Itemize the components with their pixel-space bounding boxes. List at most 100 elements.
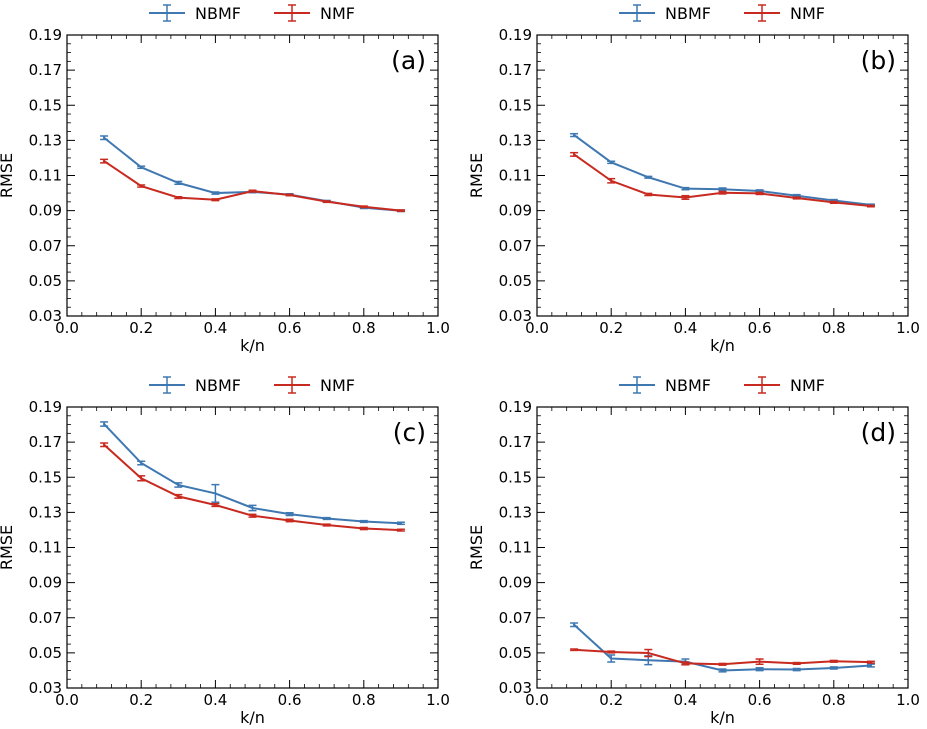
x-tick-label: 0.8 <box>352 691 376 709</box>
error-bar <box>137 165 146 170</box>
legend-label: NBMF <box>665 4 711 23</box>
error-bar <box>211 191 220 195</box>
data-point <box>177 495 180 498</box>
y-axis-label: RMSE <box>467 153 486 198</box>
error-bar <box>211 483 220 503</box>
y-tick-label: 0.15 <box>499 96 532 114</box>
data-point <box>177 483 180 487</box>
error-bar <box>322 523 331 527</box>
data-point <box>362 205 365 208</box>
data-point <box>795 196 798 200</box>
x-tick-label: 0.8 <box>822 319 846 337</box>
y-tick-label: 0.15 <box>29 96 62 114</box>
x-tick-label: 0.4 <box>203 319 227 337</box>
legend-item-nbmf: NBMF <box>619 376 711 395</box>
data-point <box>572 623 576 626</box>
error-bar <box>248 504 257 512</box>
data-point <box>288 519 291 522</box>
data-point <box>832 201 835 204</box>
y-tick-label: 0.11 <box>29 539 62 557</box>
data-point <box>721 669 724 672</box>
y-axis-label: RMSE <box>0 525 16 570</box>
data-point <box>325 200 328 203</box>
error-bar <box>607 650 616 654</box>
data-point <box>610 657 613 660</box>
x-tick-label: 1.0 <box>426 319 450 337</box>
error-bar <box>285 193 294 197</box>
axes-frame <box>536 34 909 317</box>
data-point <box>251 514 254 517</box>
y-tick-label: 0.07 <box>499 609 532 627</box>
x-tick-label: 0.0 <box>525 691 549 709</box>
data-point <box>795 668 798 671</box>
legend-label: NMF <box>320 376 355 395</box>
legend-label: NBMF <box>665 376 711 395</box>
data-point <box>102 159 106 163</box>
series-nbmf <box>100 135 405 213</box>
error-bar <box>792 667 801 672</box>
legend: NBMF NMF <box>149 4 355 23</box>
error-bar <box>829 200 838 204</box>
error-bar <box>359 526 368 531</box>
data-point <box>610 179 613 182</box>
data-point <box>869 660 873 664</box>
y-tick-label: 0.19 <box>29 398 62 416</box>
data-point <box>647 659 650 662</box>
panel-label: (b) <box>861 46 896 75</box>
error-bar <box>359 519 368 524</box>
error-bar <box>174 180 183 186</box>
series-nmf <box>570 648 875 666</box>
data-point <box>684 196 687 199</box>
error-bar <box>644 192 653 197</box>
y-tick-label: 0.05 <box>29 272 62 290</box>
x-tick-label: 0.2 <box>129 691 153 709</box>
legend-label: NMF <box>320 4 355 23</box>
data-point <box>869 664 873 667</box>
series-nbmf <box>570 622 875 673</box>
data-point <box>399 209 403 212</box>
error-bar <box>396 521 405 526</box>
error-bar <box>570 132 579 138</box>
y-axis-label: RMSE <box>0 153 16 198</box>
x-tick-label: 0.4 <box>203 691 227 709</box>
error-bar <box>211 502 220 508</box>
data-point <box>399 522 403 525</box>
y-tick-label: 0.09 <box>29 202 62 220</box>
x-tick-label: 0.4 <box>673 691 697 709</box>
y-tick-label: 0.11 <box>29 167 62 185</box>
error-bar <box>681 661 690 666</box>
chart-panel: 0.0 0.2 0.4 0.6 0.8 1.0 0.03 0.05 0.07 0.09 0.11 0.… <box>0 4 450 355</box>
series-nmf <box>100 158 405 213</box>
y-tick-label: 0.05 <box>499 644 532 662</box>
data-point <box>610 650 613 654</box>
data-point <box>288 193 291 197</box>
data-point <box>177 181 180 185</box>
chart-panel: 0.0 0.2 0.4 0.6 0.8 1.0 0.03 0.05 0.07 0.09 0.11 0.… <box>467 4 920 355</box>
data-point <box>325 517 328 520</box>
data-point <box>362 520 365 523</box>
legend-label: NMF <box>790 376 825 395</box>
legend-label: NBMF <box>195 4 241 23</box>
error-bar <box>137 475 146 482</box>
x-tick-label: 0.4 <box>673 319 697 337</box>
data-point <box>288 512 291 516</box>
data-point <box>572 133 576 137</box>
y-tick-label: 0.09 <box>499 574 532 592</box>
data-point <box>758 668 761 671</box>
y-tick-label: 0.03 <box>499 307 532 325</box>
error-bar <box>100 421 109 427</box>
error-bar <box>866 663 875 668</box>
y-tick-label: 0.13 <box>29 503 62 521</box>
series-nbmf <box>570 132 875 207</box>
axes-frame <box>66 406 439 689</box>
x-tick-label: 0.6 <box>748 691 772 709</box>
y-tick-label: 0.03 <box>29 307 62 325</box>
legend-item-nmf: NMF <box>744 4 825 23</box>
panel-label: (d) <box>861 418 896 447</box>
error-bar <box>137 460 146 466</box>
series-nmf <box>100 442 405 532</box>
y-tick-label: 0.13 <box>499 503 532 521</box>
error-bar <box>570 151 579 157</box>
error-bar <box>137 184 146 188</box>
y-tick-label: 0.19 <box>499 26 532 44</box>
